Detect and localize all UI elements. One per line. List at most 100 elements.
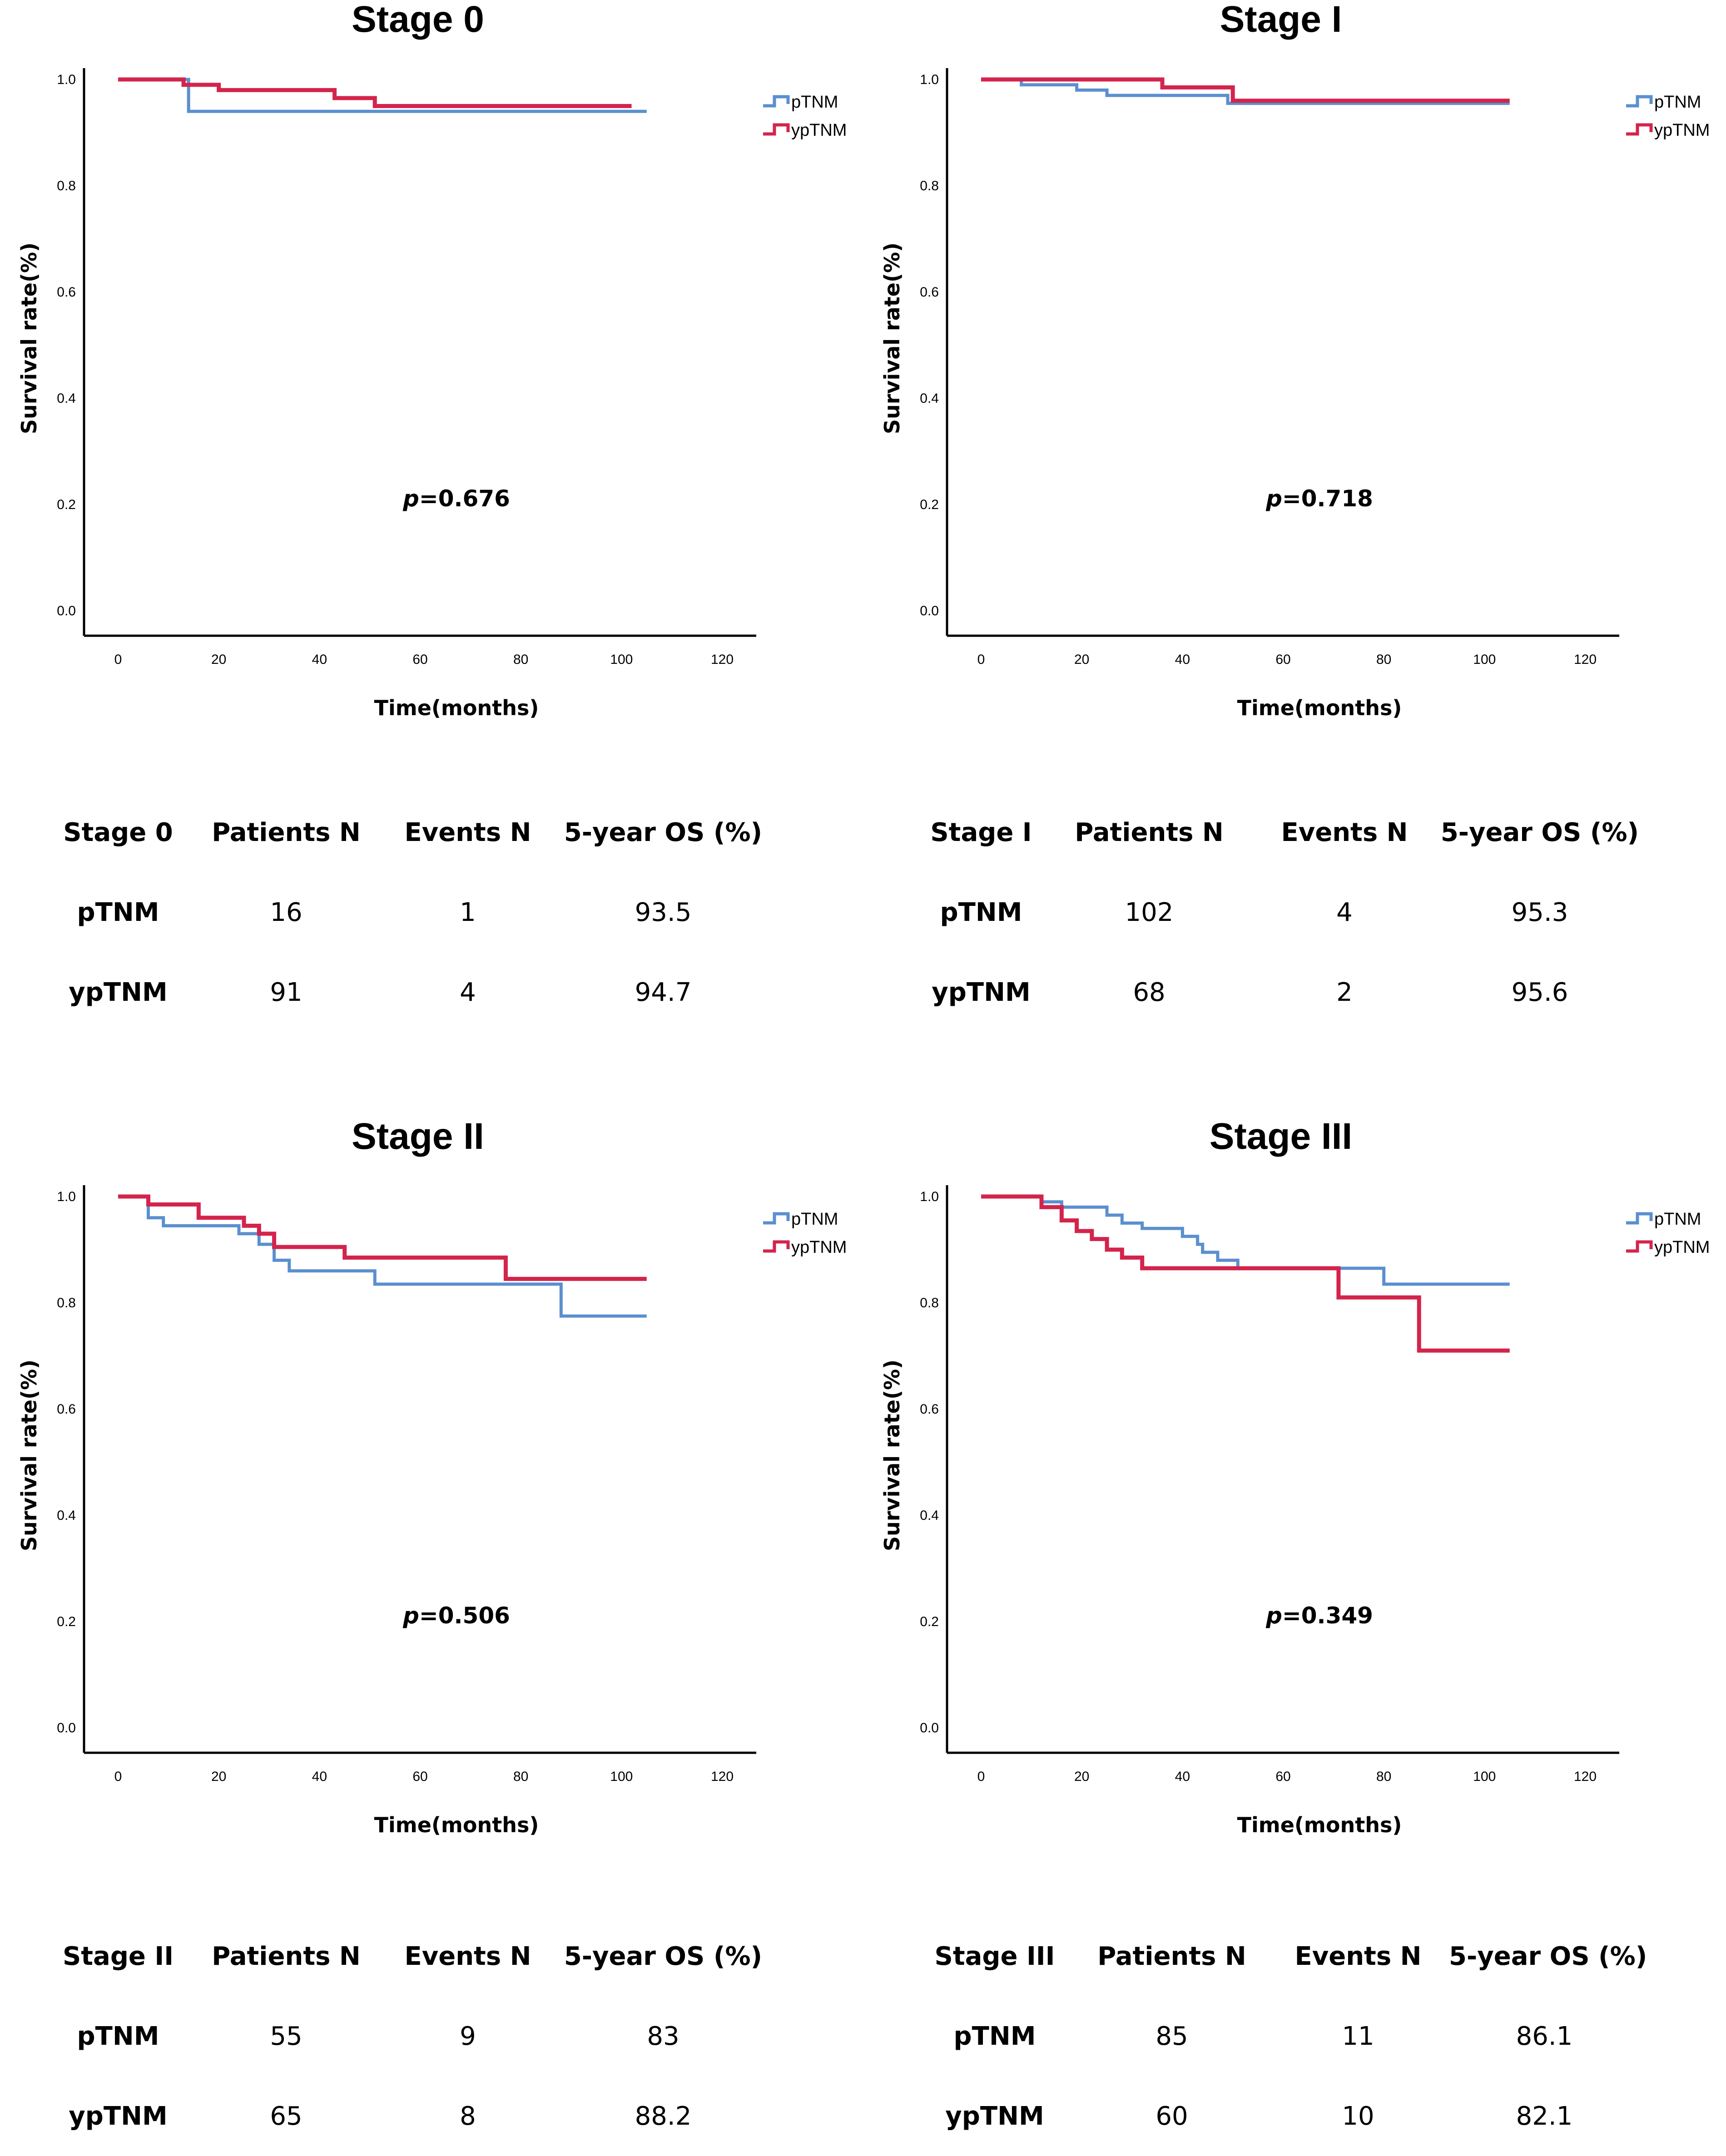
km-chart-stage-2: Stage II 0.0 0.2 0.4 0.6 0.8 1.0 0 20 40 60 80 100 12…	[17, 1116, 847, 1837]
y-tick-label: 0.0	[920, 603, 939, 618]
km-chart-stage-0: Stage 0 0.0 0.2 0.4 0.6 0.8 1.0 0 20 40 60 80 100 120…	[17, 0, 847, 720]
x-tick-label: 60	[412, 652, 427, 667]
y-tick-label: 1.0	[920, 72, 939, 87]
y-tick-label: 0.6	[920, 285, 939, 300]
y-tick-label: 0.2	[920, 497, 939, 512]
legend-swatch-yptnm	[763, 1240, 790, 1253]
x-tick-label: 80	[1376, 652, 1391, 667]
cell-os: 95.6	[1511, 977, 1568, 1007]
row-label: pTNM	[77, 2021, 159, 2051]
table-header-stage: Stage III	[934, 1941, 1055, 1971]
cell-os: 82.1	[1516, 2101, 1573, 2131]
cell-patients: 60	[1156, 2101, 1188, 2131]
legend-label-ptnm: pTNM	[791, 93, 838, 112]
x-tick-label: 80	[1376, 1769, 1391, 1784]
x-tick-label: 80	[513, 1769, 528, 1784]
table-row: ypTNM 65 8 88.2	[50, 2076, 777, 2156]
cell-patients: 85	[1156, 2021, 1188, 2051]
cell-events: 4	[460, 977, 476, 1007]
x-tick-label: 60	[412, 1769, 427, 1784]
stats-table-stage-3: Stage III Patients N Events N 5-year OS …	[913, 1916, 1647, 2156]
table-header-os: 5-year OS (%)	[1449, 1941, 1647, 1971]
series-line-yptnm	[118, 1194, 647, 1281]
p-value-annotation: p=0.349	[1265, 1602, 1373, 1629]
legend-label-yptnm: ypTNM	[1654, 121, 1710, 140]
table-header-patients: Patients N	[212, 1941, 361, 1971]
legend-swatch-yptnm	[763, 123, 790, 136]
y-tick-label: 1.0	[57, 72, 76, 87]
chart-title: Stage I	[1220, 0, 1342, 40]
table-header-os: 5-year OS (%)	[564, 1941, 763, 1971]
y-axis-label: Survival rate(%)	[17, 1360, 41, 1551]
x-tick-label: 40	[1175, 652, 1190, 667]
legend-label-yptnm: ypTNM	[1654, 1238, 1710, 1257]
x-tick-label: 100	[1473, 1769, 1496, 1784]
y-tick-label: 0.0	[920, 1721, 939, 1736]
x-tick-label: 100	[1473, 652, 1496, 667]
legend-label-ptnm: pTNM	[1654, 1210, 1701, 1229]
y-axis-label: Survival rate(%)	[880, 242, 904, 434]
legend-label-ptnm: pTNM	[1654, 93, 1701, 112]
x-tick-label: 80	[513, 652, 528, 667]
y-tick-label: 0.0	[57, 1721, 76, 1736]
y-tick-label: 0.6	[57, 1402, 76, 1417]
y-tick-label: 0.8	[920, 178, 939, 193]
km-chart-stage-1: Stage I 0.0 0.2 0.4 0.6 0.8 1.0 0 20 40 60 80 100 120…	[880, 0, 1710, 720]
cell-os: 86.1	[1516, 2021, 1573, 2051]
cell-patients: 55	[270, 2021, 303, 2051]
table-row: pTNM 16 1 93.5	[50, 872, 777, 952]
table-header-patients: Patients N	[212, 817, 361, 847]
y-tick-label: 0.8	[57, 1296, 76, 1310]
cell-os: 83	[647, 2021, 679, 2051]
y-tick-label: 0.2	[57, 1614, 76, 1629]
y-tick-label: 0.6	[57, 285, 76, 300]
row-label: ypTNM	[69, 977, 168, 1007]
y-tick-label: 0.0	[57, 603, 76, 618]
x-tick-label: 100	[610, 652, 633, 667]
series-line-yptnm	[981, 77, 1510, 103]
x-tick-label: 20	[1074, 1769, 1089, 1784]
row-label: pTNM	[77, 897, 159, 927]
cell-events: 8	[460, 2101, 476, 2131]
y-tick-label: 0.4	[57, 1508, 76, 1523]
table-header-row: Stage I Patients N Events N 5-year OS (%…	[913, 792, 1640, 872]
legend-label-ptnm: pTNM	[791, 1210, 838, 1229]
series-line-ptnm	[981, 78, 1510, 105]
series-line-ptnm	[118, 1195, 647, 1318]
table-header-row: Stage 0 Patients N Events N 5-year OS (%…	[50, 792, 777, 872]
x-tick-label: 40	[1175, 1769, 1190, 1784]
x-tick-label: 0	[114, 652, 122, 667]
x-tick-label: 120	[1574, 1769, 1597, 1784]
x-tick-label: 0	[977, 1769, 985, 1784]
cell-events: 2	[1336, 977, 1353, 1007]
stats-table-stage-0: Stage 0 Patients N Events N 5-year OS (%…	[50, 792, 777, 1032]
row-label: pTNM	[953, 2021, 1036, 2051]
legend-swatch-ptnm	[763, 1212, 790, 1225]
p-value-annotation: p=0.676	[402, 485, 510, 512]
row-label: ypTNM	[69, 2101, 168, 2131]
y-tick-label: 1.0	[920, 1189, 939, 1204]
cell-patients: 102	[1125, 897, 1174, 927]
cell-os: 88.2	[635, 2101, 692, 2131]
cell-os: 95.3	[1511, 897, 1568, 927]
table-header-stage: Stage II	[62, 1941, 174, 1971]
x-axis-label: Time(months)	[1237, 1813, 1402, 1837]
cell-patients: 68	[1133, 977, 1166, 1007]
cell-events: 11	[1342, 2021, 1374, 2051]
y-tick-label: 0.4	[920, 1508, 939, 1523]
x-tick-label: 120	[711, 1769, 734, 1784]
stats-table-stage-2: Stage II Patients N Events N 5-year OS (…	[50, 1916, 777, 2156]
x-tick-label: 100	[610, 1769, 633, 1784]
x-tick-label: 40	[312, 1769, 327, 1784]
chart-title: Stage III	[1210, 1116, 1352, 1157]
stats-table-stage-1: Stage I Patients N Events N 5-year OS (%…	[913, 792, 1640, 1032]
y-tick-label: 0.4	[920, 391, 939, 406]
p-value-annotation: p=0.718	[1265, 485, 1373, 512]
x-tick-label: 40	[312, 652, 327, 667]
table-header-events: Events N	[1294, 1941, 1422, 1971]
row-label: ypTNM	[945, 2101, 1044, 2131]
x-axis-label: Time(months)	[374, 1813, 539, 1837]
cell-events: 10	[1342, 2101, 1374, 2131]
y-tick-label: 1.0	[57, 1189, 76, 1204]
legend-label-yptnm: ypTNM	[791, 1238, 847, 1257]
